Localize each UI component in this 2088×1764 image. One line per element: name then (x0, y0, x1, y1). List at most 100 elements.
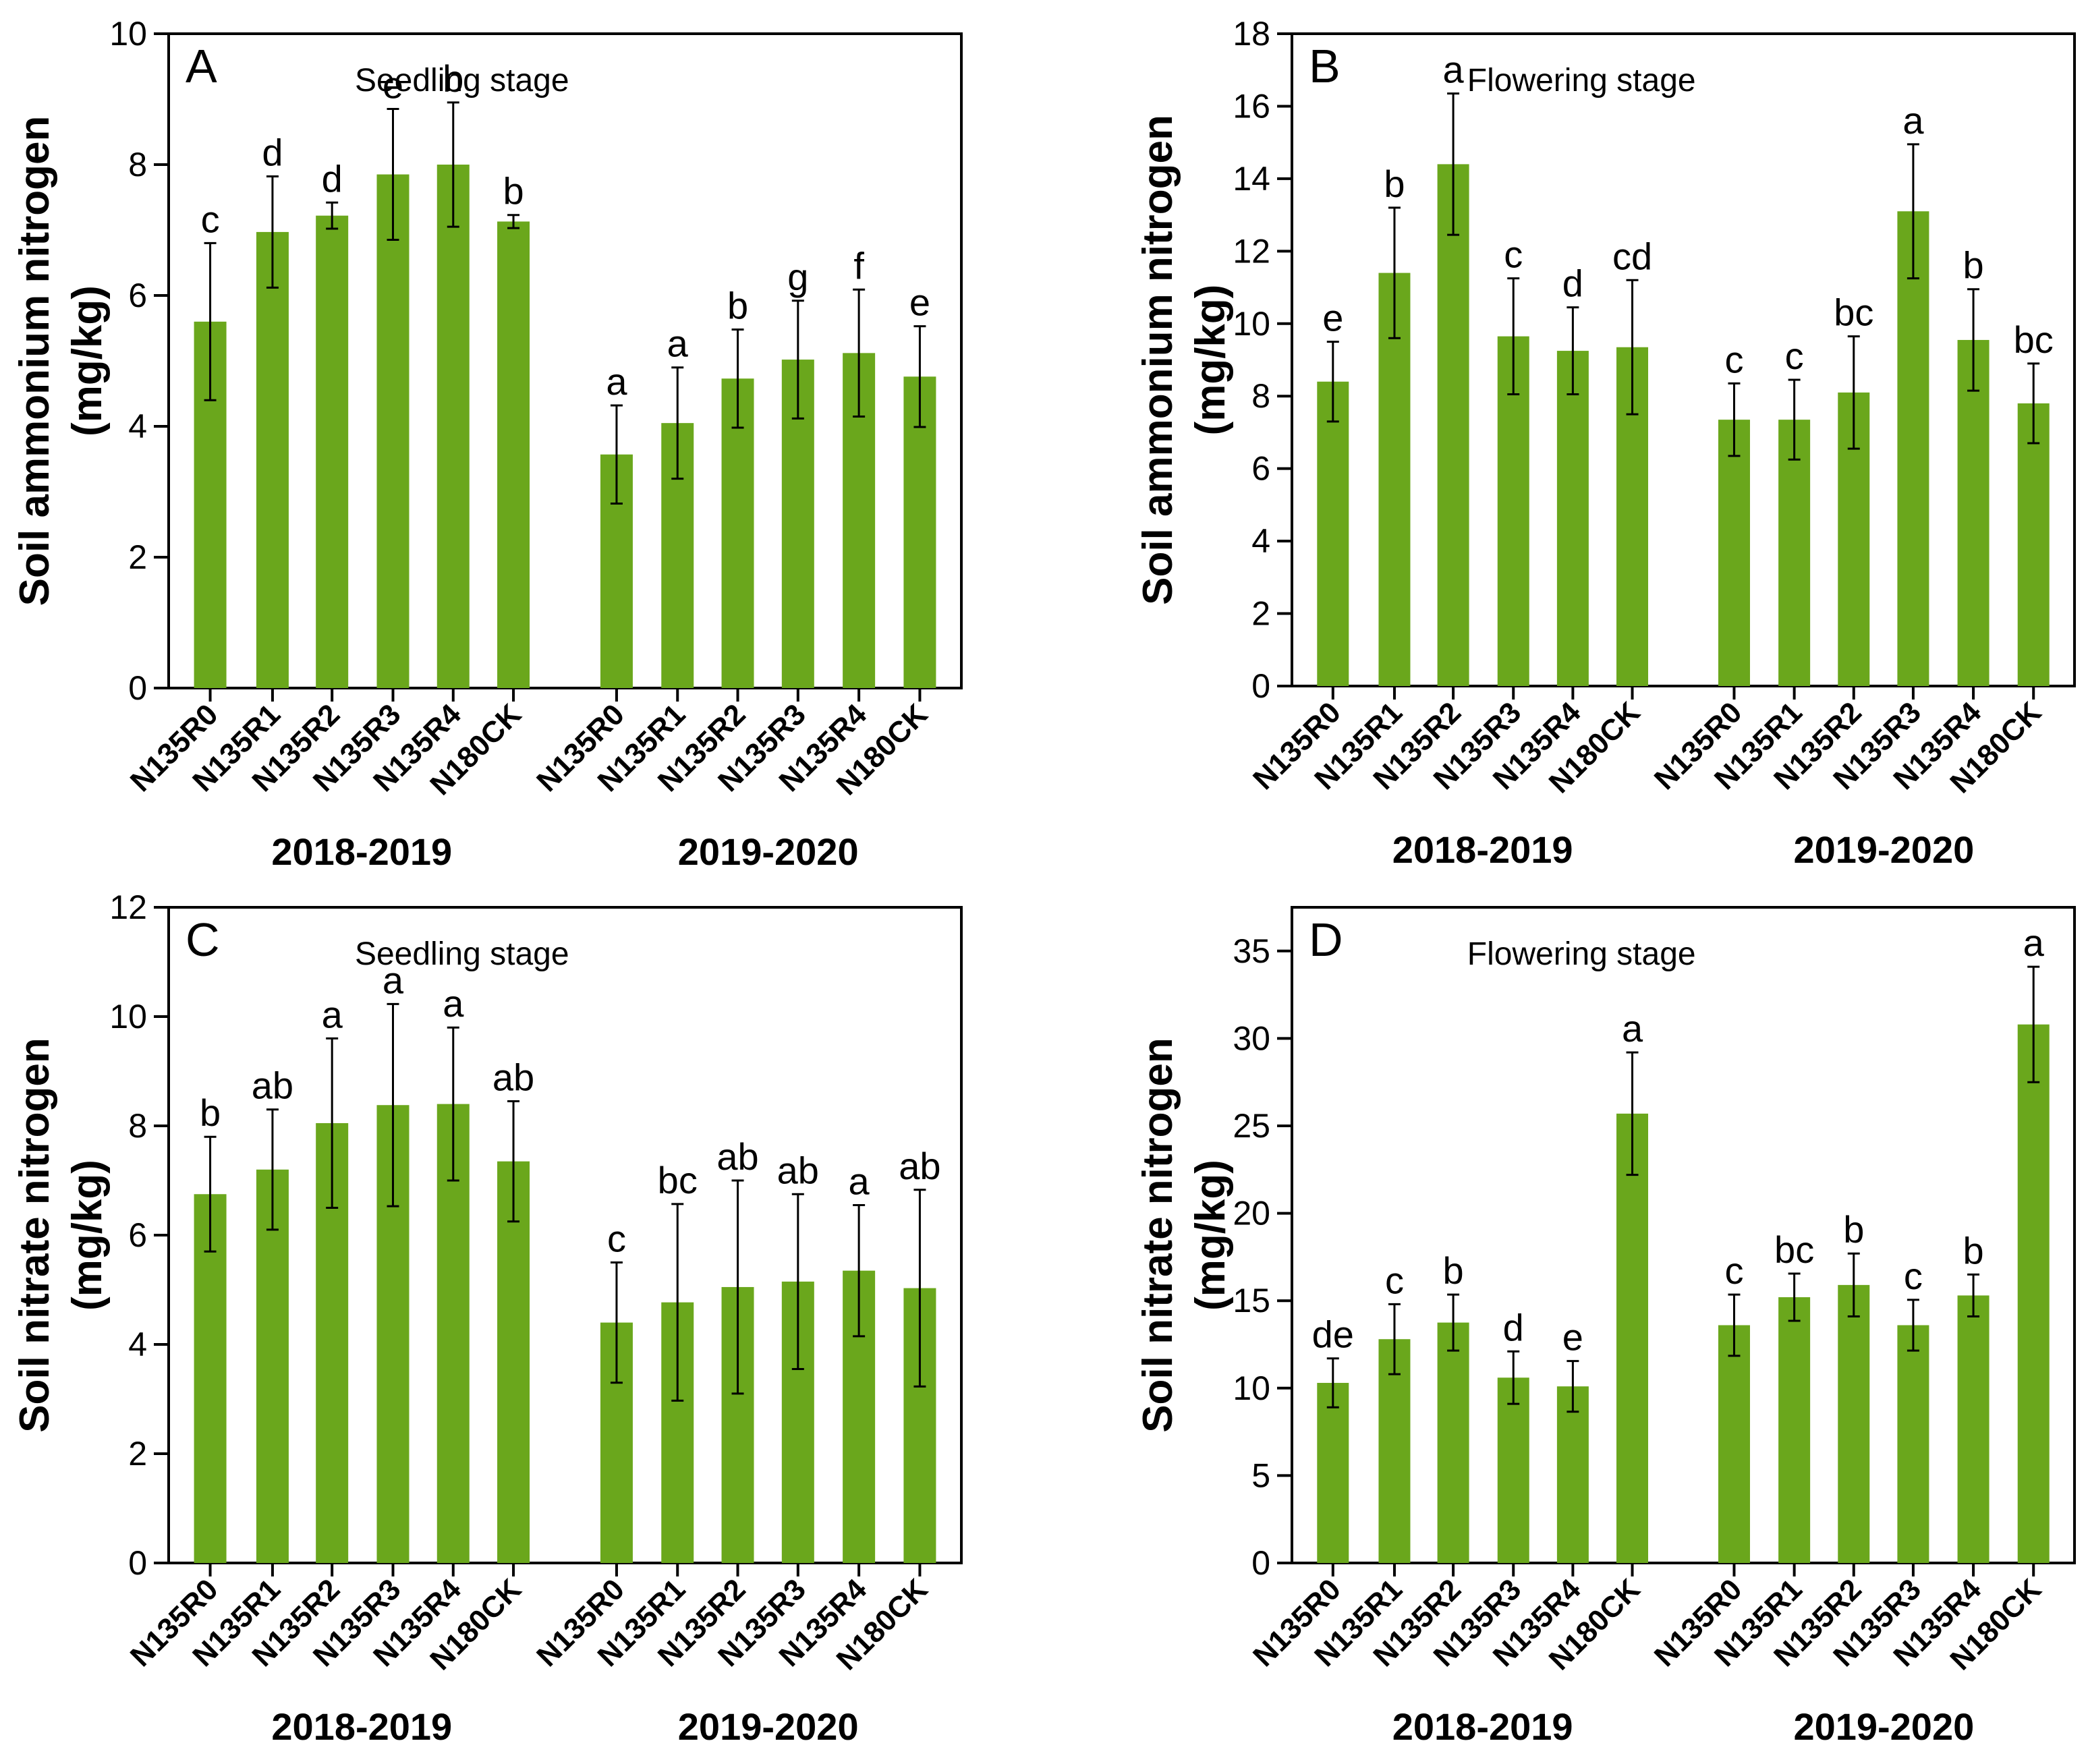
bar (1778, 1297, 1811, 1563)
bar (1957, 1295, 1990, 1563)
panel-c: 0 2 4 6 8 10 12 Soil nitrate nitrogen (mg/kg) C Se… (11, 888, 963, 1748)
group-label: 2019-2020 (678, 1705, 859, 1748)
bar (1718, 420, 1750, 686)
y-tick-label: 6 (128, 277, 147, 314)
group-label: 2019-2020 (1793, 1705, 1974, 1748)
bar (1378, 1339, 1411, 1563)
bar (194, 1194, 227, 1563)
y-tick-label: 6 (1251, 450, 1270, 488)
significance-letter: c (1785, 335, 1804, 377)
y-tick-label: 8 (128, 1107, 147, 1145)
significance-letter: cd (1612, 235, 1652, 277)
y-axis-unit: (mg/kg) (1187, 1160, 1234, 1311)
y-tick-label: 2 (1251, 595, 1270, 633)
stage-label: Flowering stage (1467, 63, 1696, 98)
bar (1778, 420, 1811, 686)
bar (256, 231, 289, 688)
panel-letter: D (1309, 913, 1343, 966)
significance-letter: ab (777, 1149, 819, 1191)
bar (316, 215, 349, 688)
significance-letter: e (1562, 1316, 1583, 1359)
significance-letter: b (1443, 1249, 1464, 1292)
y-tick-label: 25 (1233, 1107, 1270, 1145)
y-tick-label: 6 (128, 1216, 147, 1254)
significance-letter: de (1312, 1313, 1354, 1356)
y-tick-label: 10 (109, 15, 147, 53)
significance-letter: a (1443, 49, 1465, 91)
bar (1437, 164, 1469, 686)
significance-letter: c (1385, 1259, 1404, 1301)
y-axis-unit: (mg/kg) (1187, 285, 1234, 436)
bar (1556, 351, 1589, 686)
y-tick-label: 8 (128, 146, 147, 183)
y-axis-label: Soil nitrate nitrogen (11, 1037, 58, 1433)
bar (497, 1161, 530, 1563)
y-axis-unit: (mg/kg) (64, 285, 111, 436)
plot-frame (1291, 906, 2076, 1564)
y-tick-label: 15 (1233, 1282, 1270, 1319)
significance-letter: bc (2014, 318, 2054, 361)
y-axis-unit: (mg/kg) (64, 1160, 111, 1311)
significance-letter: a (667, 322, 689, 365)
panel-letter: B (1309, 40, 1341, 92)
y-tick-label: 10 (1233, 305, 1270, 343)
group-label: 2018-2019 (1392, 828, 1573, 871)
significance-letter: a (1622, 1007, 1643, 1050)
bar (2017, 403, 2050, 686)
bar (903, 376, 936, 688)
significance-letter: b (1963, 244, 1983, 287)
significance-letter: b (200, 1091, 221, 1134)
significance-letter: a (849, 1160, 870, 1202)
bar (1317, 381, 1349, 686)
group-label: 2019-2020 (678, 830, 859, 873)
significance-letter: a (443, 982, 464, 1025)
panel-d: 0 5 10 15 20 25 30 35 Soil nitrate nitrogen (mg/k… (1135, 906, 2076, 1748)
y-tick-label: 0 (128, 669, 147, 707)
significance-letter: b (1843, 1208, 1864, 1251)
y-tick-label: 2 (128, 538, 147, 576)
group-label: 2019-2020 (1793, 828, 1974, 871)
bar (1556, 1386, 1589, 1563)
y-tick-label: 30 (1233, 1019, 1270, 1057)
plot-frame (167, 32, 963, 689)
bar (1317, 1383, 1349, 1563)
panel-letter: A (186, 40, 217, 92)
bar (1378, 273, 1411, 687)
significance-letter: ab (252, 1064, 293, 1107)
y-tick-label: 2 (128, 1435, 147, 1473)
group-label: 2018-2019 (1392, 1705, 1573, 1748)
y-tick-label: 20 (1233, 1195, 1270, 1232)
group-label: 2018-2019 (271, 1705, 452, 1748)
y-tick-label: 0 (1251, 1544, 1270, 1582)
bar (1897, 1325, 1929, 1563)
panel-a: 0 2 4 6 8 10 Soil ammonium nitrogen (mg/kg) A See… (11, 15, 963, 873)
bar (256, 1169, 289, 1563)
y-tick-label: 4 (128, 1326, 147, 1363)
bar (1838, 1284, 1870, 1563)
significance-letter: c (1724, 338, 1743, 380)
significance-letter: e (383, 64, 403, 107)
bar (1897, 211, 1929, 686)
bar (1497, 1377, 1529, 1563)
stage-label: Seedling stage (355, 936, 569, 972)
group-label: 2018-2019 (271, 830, 452, 873)
significance-letter: b (503, 170, 524, 212)
bar (376, 174, 410, 688)
significance-letter: f (853, 244, 864, 287)
y-axis-label: Soil nitrate nitrogen (1135, 1037, 1181, 1433)
y-tick-label: 10 (1233, 1369, 1270, 1407)
significance-letter: a (1902, 99, 1924, 142)
significance-letter: bc (658, 1159, 698, 1201)
significance-letter: ab (899, 1145, 940, 1187)
significance-letter: c (1904, 1255, 1923, 1297)
y-tick-label: 18 (1233, 15, 1270, 53)
y-axis-label: Soil ammonium nitrogen (11, 116, 58, 606)
significance-letter: a (2023, 921, 2045, 964)
significance-letter: c (1504, 233, 1523, 276)
bar (2017, 1024, 2050, 1563)
significance-letter: b (1963, 1229, 1983, 1272)
significance-letter: bc (1774, 1228, 1814, 1271)
significance-letter: c (607, 1218, 626, 1260)
significance-letter: b (443, 57, 463, 100)
